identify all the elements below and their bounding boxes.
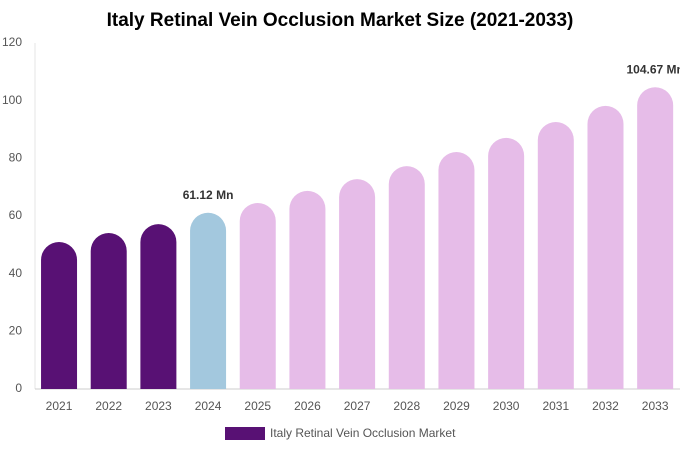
x-tick-label: 2032 (592, 399, 619, 413)
x-tick-label: 2025 (244, 399, 271, 413)
bar (90, 233, 127, 389)
y-tick-label: 0 (15, 381, 22, 395)
bar (190, 212, 227, 389)
x-tick-label: 2022 (95, 399, 122, 413)
x-tick-label: 2026 (294, 399, 321, 413)
bar (339, 179, 376, 389)
y-tick-label: 40 (9, 266, 23, 280)
chart-title: Italy Retinal Vein Occlusion Market Size… (107, 10, 574, 31)
x-tick-label: 2031 (542, 399, 569, 413)
bar (438, 151, 475, 389)
x-tick-label: 2030 (493, 399, 520, 413)
x-tick-label: 2029 (443, 399, 470, 413)
x-tick-label: 2028 (393, 399, 420, 413)
y-tick-label: 120 (2, 35, 22, 49)
x-tick-label: 2023 (145, 399, 172, 413)
y-tick-label: 100 (2, 93, 22, 107)
bar (587, 105, 624, 389)
bar (537, 122, 574, 389)
bar (41, 241, 78, 389)
data-label: 104.67 Mn (626, 62, 680, 76)
bar (488, 137, 525, 389)
bar (388, 166, 425, 389)
y-tick-label: 80 (9, 151, 23, 165)
bar (289, 190, 326, 389)
y-tick-label: 60 (9, 208, 23, 222)
x-tick-label: 2021 (46, 399, 73, 413)
legend-swatch (225, 427, 265, 440)
x-tick-label: 2027 (344, 399, 371, 413)
bar (637, 87, 674, 389)
x-tick-label: 2024 (195, 399, 222, 413)
bar (140, 224, 177, 389)
x-tick-label: 2033 (642, 399, 669, 413)
data-label: 61.12 Mn (183, 188, 234, 202)
bar (239, 203, 276, 389)
y-tick-label: 20 (9, 324, 23, 338)
legend-label: Italy Retinal Vein Occlusion Market (270, 426, 456, 440)
